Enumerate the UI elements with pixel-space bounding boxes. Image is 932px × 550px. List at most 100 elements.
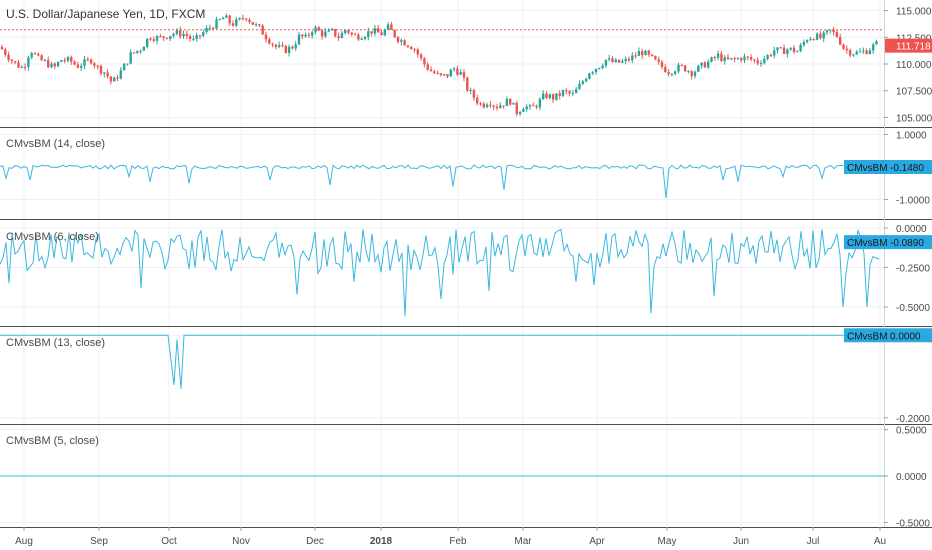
candle-body — [802, 42, 806, 45]
candle-body — [746, 56, 749, 58]
candle-body — [231, 23, 235, 26]
candle-body — [707, 61, 710, 68]
ind-tick-label: 1.0000 — [896, 131, 927, 142]
candle-body — [528, 105, 532, 107]
candle-body — [822, 32, 825, 39]
candle-body — [264, 34, 268, 40]
price-pane[interactable] — [0, 13, 884, 117]
candle-body — [221, 17, 225, 20]
value-badge-text: 0.0000 — [890, 331, 921, 342]
candle-body — [241, 17, 245, 19]
candle-body — [297, 34, 301, 45]
candle-body — [485, 104, 489, 108]
candle-body — [578, 83, 581, 90]
candle-body — [419, 54, 423, 59]
cmvsbm-series-line — [0, 228, 880, 317]
candle-body — [598, 68, 601, 70]
candle-body — [367, 31, 370, 38]
candle-body — [545, 93, 548, 98]
candle-body — [476, 97, 479, 104]
candle-body — [789, 47, 792, 50]
candle-body — [469, 90, 472, 92]
candle-body — [753, 59, 756, 61]
candle-body — [188, 36, 192, 39]
candle-body — [558, 93, 561, 96]
candle-body — [344, 30, 347, 34]
candle-body — [703, 62, 707, 68]
price-scales[interactable]: 115.000112.500110.000107.500105.000111.7… — [844, 7, 932, 530]
candle-body — [482, 103, 485, 108]
candle-body — [561, 90, 565, 96]
candle-body — [33, 53, 37, 55]
candle-body — [832, 29, 835, 33]
candle-body — [228, 15, 231, 24]
candle-body — [743, 56, 746, 61]
candle-body — [63, 60, 66, 62]
candle-body — [0, 46, 4, 50]
time-tick-label: May — [658, 536, 677, 547]
value-badge — [887, 235, 932, 250]
candle-body — [340, 33, 344, 39]
candle-body — [650, 54, 654, 57]
candle-body — [116, 77, 119, 79]
indicator-panes[interactable] — [0, 164, 884, 477]
candle-body — [334, 29, 337, 37]
candle-body — [806, 40, 809, 43]
candle-body — [835, 32, 839, 38]
candle-body — [251, 21, 254, 25]
time-tick-label: Sep — [90, 536, 108, 547]
time-tick-label: Nov — [232, 536, 250, 547]
candle-body — [301, 34, 304, 37]
pane-title-cmvsbm-5: CMvsBM (5, close) — [6, 435, 99, 447]
candle-body — [360, 38, 363, 40]
candle-body — [756, 60, 759, 64]
candle-body — [815, 33, 819, 40]
candle-body — [66, 57, 70, 61]
candle-body — [624, 58, 627, 62]
candle-body — [416, 49, 419, 55]
candle-body — [245, 18, 248, 20]
candle-body — [390, 24, 393, 30]
candle-body — [149, 38, 152, 40]
candle-body — [353, 34, 357, 36]
candle-body — [413, 49, 416, 51]
candle-body — [113, 77, 116, 82]
candle-body — [842, 44, 845, 49]
time-tick-label: Aug — [15, 536, 33, 547]
cmvsbm-series-line — [0, 164, 843, 198]
candle-body — [330, 29, 334, 31]
candle-body — [175, 30, 179, 35]
candle-body — [499, 105, 502, 109]
candle-body — [670, 73, 674, 75]
candle-body — [357, 34, 360, 40]
ind-tick-label: 0.5000 — [896, 426, 927, 437]
candle-body — [281, 45, 284, 47]
candle-body — [4, 49, 7, 55]
candle-body — [320, 30, 324, 37]
candle-body — [50, 63, 53, 68]
candle-body — [165, 37, 169, 39]
candle-body — [195, 35, 198, 39]
time-axis[interactable]: Aug Sep Oct Nov Dec 2018 Feb Mar Apr May Jun Jul Au — [15, 527, 886, 547]
candle-body — [581, 81, 584, 84]
time-tick-label: Feb — [449, 536, 467, 547]
candle-body — [248, 19, 251, 22]
time-tick-label: Dec — [306, 536, 324, 547]
candle-body — [446, 74, 449, 77]
candle-body — [462, 72, 466, 78]
candle-body — [693, 71, 697, 76]
candle-body — [733, 58, 736, 60]
candle-body — [129, 52, 132, 64]
candle-body — [697, 65, 700, 72]
series-name-badge — [844, 160, 887, 174]
candle-body — [466, 77, 469, 91]
candle-body — [730, 58, 733, 60]
candle-body — [205, 28, 208, 33]
candle-body — [212, 27, 215, 29]
time-tick-label: Jul — [807, 536, 820, 547]
candle-body — [159, 36, 162, 38]
candle-body — [525, 106, 528, 110]
candle-body — [103, 72, 106, 74]
candle-body — [555, 93, 558, 100]
